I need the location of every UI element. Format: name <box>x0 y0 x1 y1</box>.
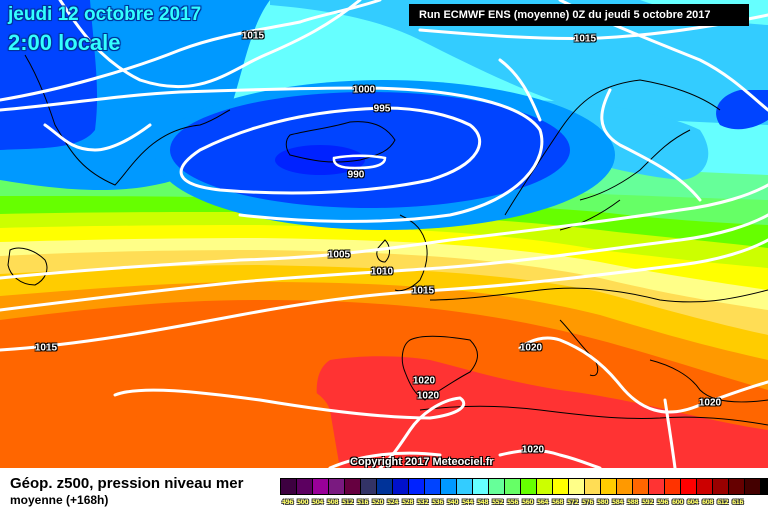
isobar-label: 1015 <box>34 342 58 354</box>
colorbar-swatch <box>472 478 489 495</box>
colorbar-tick-label: 592 <box>641 499 654 506</box>
isobar-label: 995 <box>373 103 391 115</box>
colorbar-swatch <box>408 478 425 495</box>
colorbar-tick-label: 540 <box>446 499 459 506</box>
colorbar-tick-label: 552 <box>491 499 504 506</box>
colorbar-swatch <box>328 478 345 495</box>
colorbar-tick-label: 604 <box>686 499 699 506</box>
colorbar-swatch <box>760 478 768 495</box>
colorbar-swatch <box>632 478 649 495</box>
colorbar-tick-label: 572 <box>566 499 579 506</box>
isobar-label: 1020 <box>521 444 545 456</box>
colorbar-swatch <box>504 478 521 495</box>
z500-field <box>0 0 768 468</box>
colorbar-swatch <box>568 478 585 495</box>
colorbar-tick-label: 548 <box>476 499 489 506</box>
colorbar-swatch <box>360 478 377 495</box>
colorbar-tick-label: 580 <box>596 499 609 506</box>
colorbar-tick-label: 608 <box>701 499 714 506</box>
colorbar-swatch <box>600 478 617 495</box>
colorbar-swatch <box>696 478 713 495</box>
colorbar-tick-label: 508 <box>326 499 339 506</box>
colorbar-tick-label: 596 <box>656 499 669 506</box>
colorbar-swatch <box>616 478 633 495</box>
isobar-label: 1020 <box>416 390 440 402</box>
colorbar-swatch <box>712 478 729 495</box>
colorbar-swatch <box>424 478 441 495</box>
colorbar-swatch <box>488 478 505 495</box>
chart-title: Géop. z500, pression niveau mer <box>10 475 244 492</box>
colorbar-tick-label: 576 <box>581 499 594 506</box>
valid-date: jeudi 12 octobre 2017 <box>8 4 202 25</box>
colorbar-swatch <box>296 478 313 495</box>
colorbar-swatch <box>280 478 297 495</box>
colorbar-swatch <box>520 478 537 495</box>
isobar-label: 1015 <box>241 30 265 42</box>
colorbar-tick-label: 532 <box>416 499 429 506</box>
isobar-label: 1015 <box>573 33 597 45</box>
colorbar-tick-label: 560 <box>521 499 534 506</box>
isobar-label: 1020 <box>519 342 543 354</box>
colorbar-swatch <box>536 478 553 495</box>
colorbar-tick-label: 588 <box>626 499 639 506</box>
colorbar-tick-label: 500 <box>296 499 309 506</box>
colorbar-tick-label: 568 <box>551 499 564 506</box>
colorbar-swatch <box>680 478 697 495</box>
legend-footer: Géop. z500, pression niveau mer moyenne … <box>0 468 768 512</box>
colorbar-tick-label: 612 <box>716 499 729 506</box>
colorbar-swatch <box>664 478 681 495</box>
colorbar-swatch <box>728 478 745 495</box>
colorbar-swatch <box>440 478 457 495</box>
isobar-label: 990 <box>347 169 365 181</box>
colorbar-tick-label: 516 <box>356 499 369 506</box>
colorbar-swatch <box>744 478 761 495</box>
colorbar-tick-label: 536 <box>431 499 444 506</box>
colorbar-tick-label: 496 <box>281 499 294 506</box>
colorbar-swatch <box>392 478 409 495</box>
colorbar-tick-label: 528 <box>401 499 414 506</box>
chart-subtitle: moyenne (+168h) <box>10 493 109 507</box>
colorbar-tick-label: 512 <box>341 499 354 506</box>
colorbar-tick-label: 616 <box>731 499 744 506</box>
model-run-info: Run ECMWF ENS (moyenne) 0Z du jeudi 5 oc… <box>409 4 749 26</box>
colorbar-swatch <box>456 478 473 495</box>
copyright-notice: Copyright 2017 Meteociel.fr <box>350 456 494 468</box>
colorbar-tick-label: 504 <box>311 499 324 506</box>
isobar-label: 1020 <box>412 375 436 387</box>
colorbar-tick-label: 584 <box>611 499 624 506</box>
colorbar-swatch <box>584 478 601 495</box>
colorbar-swatch <box>344 478 361 495</box>
isobar-label: 1020 <box>698 397 722 409</box>
colorbar-tick-label: 564 <box>536 499 549 506</box>
colorbar-tick-label: 524 <box>386 499 399 506</box>
valid-time: 2:00 locale <box>8 30 121 55</box>
isobar-label: 1005 <box>327 249 351 261</box>
isobar-label: 1015 <box>411 285 435 297</box>
colorbar <box>280 478 768 495</box>
colorbar-tick-label: 544 <box>461 499 474 506</box>
weather-map: jeudi 12 octobre 2017 2:00 locale Run EC… <box>0 0 768 468</box>
colorbar-labels: 496 500 504 508 512 516 520 524 528 532 536 540 544 5… <box>280 499 745 506</box>
colorbar-swatch <box>376 478 393 495</box>
colorbar-tick-label: 520 <box>371 499 384 506</box>
colorbar-swatch <box>312 478 329 495</box>
isobar-label: 1000 <box>352 84 376 96</box>
colorbar-tick-label: 556 <box>506 499 519 506</box>
colorbar-swatch <box>648 478 665 495</box>
colorbar-swatch <box>552 478 569 495</box>
colorbar-tick-label: 600 <box>671 499 684 506</box>
isobar-label: 1010 <box>370 266 394 278</box>
